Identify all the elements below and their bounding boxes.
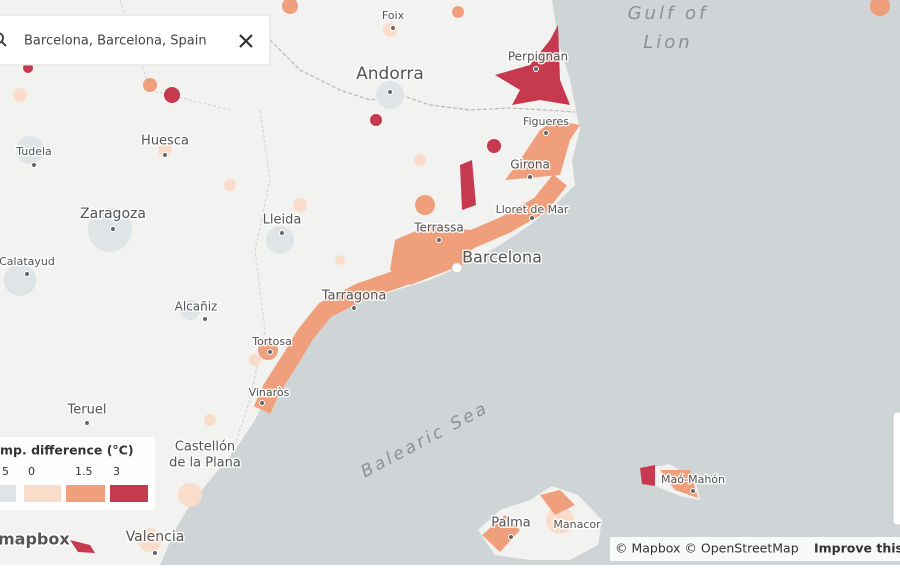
place-label: Tudela <box>15 145 52 158</box>
place-label: Tarragona <box>321 289 387 304</box>
search-icon <box>0 32 4 44</box>
attribution-improve[interactable]: Improve this <box>814 541 900 556</box>
place-dot <box>390 25 396 31</box>
legend-label: 0 <box>28 465 35 478</box>
legend-label: 5 <box>2 465 9 478</box>
place-label: Terrassa <box>413 221 464 235</box>
place-dot <box>508 534 514 540</box>
place-label: Tortosa <box>251 335 292 348</box>
place-dot <box>110 226 116 232</box>
selected-location <box>451 262 463 274</box>
mainland <box>0 0 580 565</box>
place-label: Calatayud <box>0 255 55 268</box>
legend-swatch <box>110 485 148 502</box>
attribution-credits[interactable]: © Mapbox © OpenStreetMap <box>615 541 799 556</box>
legend-title: mp. difference (°C) <box>0 443 134 458</box>
place-dot <box>31 162 37 168</box>
place-label: Teruel <box>67 403 107 418</box>
place-label: Valencia <box>126 529 185 545</box>
legend-swatch <box>24 485 61 502</box>
sea-label: Gulf of <box>628 3 709 24</box>
place-dot <box>152 550 158 556</box>
place-label: Palma <box>491 516 530 531</box>
place-label: Perpignan <box>508 50 568 64</box>
place-label: Lleida <box>263 213 302 228</box>
place-dot <box>259 400 265 406</box>
place-label: Maó-Mahón <box>661 473 725 486</box>
place-label: Girona <box>510 158 550 172</box>
place-label: Andorra <box>356 64 424 84</box>
place-dot <box>533 66 539 72</box>
place-dot <box>543 130 549 136</box>
search-query[interactable]: Barcelona, Barcelona, Spain <box>24 34 207 49</box>
place-dot <box>84 420 90 426</box>
place-dot <box>387 89 393 95</box>
place-label: Castellón <box>175 440 235 455</box>
place-label: de la Plana <box>169 456 241 471</box>
place-label: Manacor <box>553 518 601 531</box>
legend-label: 1.5 <box>75 465 93 478</box>
place-label: Barcelona <box>462 248 542 267</box>
place-label: Foix <box>382 9 405 22</box>
clear-button[interactable] <box>239 34 253 48</box>
legend-scale: 5 0 1.5 3 <box>0 465 148 502</box>
legend-swatch <box>0 485 16 502</box>
place-label: Lloret de Mar <box>496 203 569 216</box>
place-dot <box>351 305 357 311</box>
legend-label: 3 <box>113 465 120 478</box>
place-dot <box>279 230 285 236</box>
place-label: Zaragoza <box>80 206 146 222</box>
place-labels: Foix Andorra Perpignan Figueres Girona Lloret… <box>0 8 727 556</box>
mapbox-logo[interactable]: mapbox <box>0 528 72 550</box>
high-anomaly-areas <box>143 0 890 552</box>
place-dot <box>24 271 30 277</box>
search-icon-handle <box>1 41 7 47</box>
legend-swatch <box>66 485 105 502</box>
extreme-anomaly-areas <box>23 25 655 553</box>
place-dot <box>529 215 535 221</box>
mild-anomaly-areas <box>13 23 574 552</box>
place-dot <box>162 152 168 158</box>
place-dot <box>690 488 696 494</box>
place-dot <box>202 316 208 322</box>
sea-label: Lion <box>643 32 692 53</box>
place-label: Figueres <box>523 115 569 128</box>
map-controls[interactable] <box>892 411 900 526</box>
place-dot <box>267 349 273 355</box>
place-label: Huesca <box>141 134 189 149</box>
border <box>269 39 576 113</box>
search-box[interactable] <box>0 14 271 66</box>
place-label: Alcañiz <box>175 300 218 314</box>
attribution-box <box>610 537 900 561</box>
place-dot <box>527 174 533 180</box>
place-dot <box>436 237 442 243</box>
place-label: Vinaròs <box>249 386 290 399</box>
